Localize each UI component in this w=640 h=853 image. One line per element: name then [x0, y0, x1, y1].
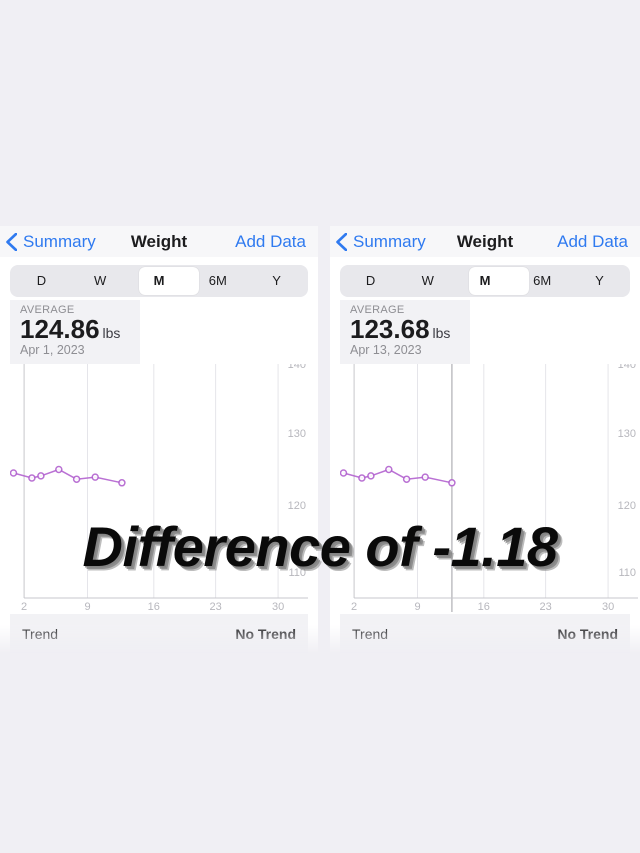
svg-text:140: 140: [288, 364, 306, 371]
svg-text:23: 23: [539, 601, 551, 612]
svg-text:2: 2: [351, 601, 357, 612]
svg-text:9: 9: [414, 601, 420, 612]
svg-text:120: 120: [618, 500, 636, 512]
svg-text:120: 120: [288, 500, 306, 512]
svg-text:140: 140: [618, 364, 636, 371]
svg-text:130: 130: [288, 428, 306, 440]
svg-text:23: 23: [209, 601, 221, 612]
svg-text:30: 30: [602, 601, 614, 612]
svg-text:130: 130: [618, 428, 636, 440]
svg-text:2: 2: [21, 601, 27, 612]
svg-text:16: 16: [148, 601, 160, 612]
svg-text:9: 9: [84, 601, 90, 612]
svg-text:30: 30: [272, 601, 284, 612]
svg-text:16: 16: [478, 601, 490, 612]
